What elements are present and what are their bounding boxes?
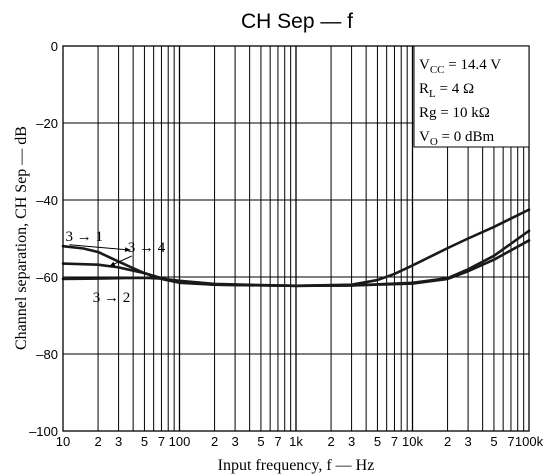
condition-vo: VO = 0 dBm [419, 129, 495, 148]
x-tick-label: 7 [507, 434, 514, 449]
x-tick-label: 2 [327, 434, 334, 449]
y-tick-labels: 0 –20 –40 –60 –80 –100 [29, 39, 58, 439]
series-line [61, 229, 531, 288]
chart-title: CH Sep — f [241, 10, 353, 33]
x-tick-label: 1k [289, 434, 303, 449]
x-tick-label: 5 [490, 434, 497, 449]
x-tick-label: 7 [391, 434, 398, 449]
series-annotation: 3 → 4 [128, 240, 166, 256]
y-tick-label: –40 [36, 193, 58, 208]
grid [63, 46, 529, 431]
annotation-arrowhead [109, 261, 116, 267]
x-tick-label: 3 [464, 434, 471, 449]
x-tick-label: 5 [141, 434, 148, 449]
x-tick-label: 7 [158, 434, 165, 449]
y-tick-label: –80 [36, 347, 58, 362]
annotations: 3 → 1 3 → 4 3 → 2 [65, 229, 165, 306]
x-tick-label: 5 [374, 434, 381, 449]
x-axis-label: Input frequency, f — Hz [218, 457, 375, 474]
condition-rg: Rg = 10 kΩ [419, 105, 490, 121]
x-tick-label: 100 [169, 434, 191, 449]
y-tick-label: –20 [36, 116, 58, 131]
x-tick-label: 5 [257, 434, 264, 449]
x-tick-label: 10 [56, 434, 70, 449]
conditions-box: VCC = 14.4 V RL = 4 Ω Rg = 10 kΩ VO = 0 … [413, 45, 530, 148]
x-tick-label: 100k [515, 434, 544, 449]
conditions-box-bg [413, 45, 530, 148]
series-layer [61, 208, 531, 288]
series-annotation: 3 → 1 [65, 229, 103, 245]
x-tick-label: 3 [231, 434, 238, 449]
annotation-arrowhead [124, 247, 131, 252]
y-tick-label: 0 [51, 39, 58, 54]
annotation-leader [69, 244, 131, 251]
x-tick-label: 2 [444, 434, 451, 449]
x-tick-label: 7 [274, 434, 281, 449]
plot-frame [62, 45, 530, 432]
x-tick-label: 3 [348, 434, 355, 449]
x-tick-label: 2 [94, 434, 101, 449]
y-tick-label: –60 [36, 270, 58, 285]
x-tick-label: 3 [115, 434, 122, 449]
x-tick-label: 10k [402, 434, 423, 449]
x-tick-label: 2 [211, 434, 218, 449]
y-axis-label: Channel separation, CH Sep — dB [13, 126, 30, 350]
series-annotation: 3 → 2 [93, 290, 131, 306]
y-tick-label: –100 [29, 424, 58, 439]
x-tick-labels: 10 2 3 5 7 100 2 3 5 7 1k 2 3 5 7 10k 2 3 5 7 100k [56, 434, 544, 449]
